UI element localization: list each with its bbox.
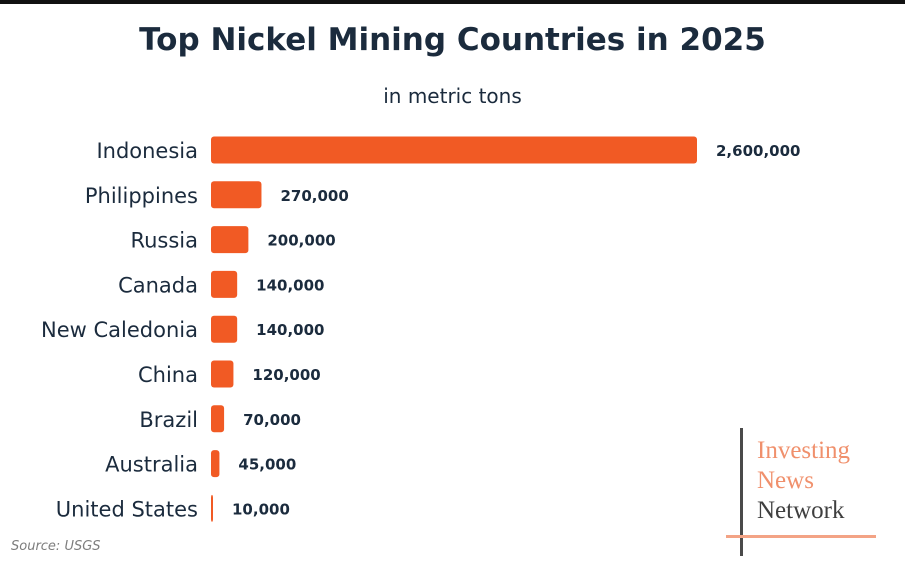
value-label: 70,000 (243, 411, 301, 429)
bar (211, 181, 262, 209)
category-label: China (138, 363, 198, 387)
chart-subtitle: in metric tons (383, 84, 522, 108)
value-label: 2,600,000 (716, 142, 800, 160)
value-label: 270,000 (280, 187, 348, 205)
investing-news-network-logo: Investing News Network (726, 428, 878, 556)
category-label: Russia (130, 229, 198, 253)
value-label: 120,000 (252, 366, 320, 384)
logo-horizontal-line (726, 535, 876, 538)
category-label: Indonesia (96, 139, 198, 163)
category-label: United States (56, 497, 198, 521)
bar (211, 315, 238, 343)
bar (211, 494, 213, 522)
bar (211, 270, 238, 298)
chart-title: Top Nickel Mining Countries in 2025 (139, 22, 766, 58)
value-label: 45,000 (238, 456, 296, 474)
bar (211, 405, 225, 433)
category-label: Brazil (139, 408, 198, 432)
value-label: 140,000 (256, 321, 324, 339)
value-label: 10,000 (232, 500, 290, 518)
logo-word-news: News (757, 467, 814, 494)
category-label: New Caledonia (41, 318, 198, 342)
category-label: Philippines (85, 184, 198, 208)
bar (211, 450, 220, 478)
source-note: Source: USGS (11, 539, 101, 554)
logo-vertical-line (740, 428, 743, 556)
logo-word-network: Network (757, 497, 845, 524)
value-label: 200,000 (267, 232, 335, 250)
value-label: 140,000 (256, 276, 324, 294)
logo-word-investing: Investing (757, 437, 851, 464)
bar (211, 226, 249, 254)
category-label: Australia (105, 453, 198, 477)
bar (211, 136, 697, 164)
top-border (0, 0, 905, 4)
bar (211, 360, 234, 388)
category-label: Canada (118, 273, 198, 297)
